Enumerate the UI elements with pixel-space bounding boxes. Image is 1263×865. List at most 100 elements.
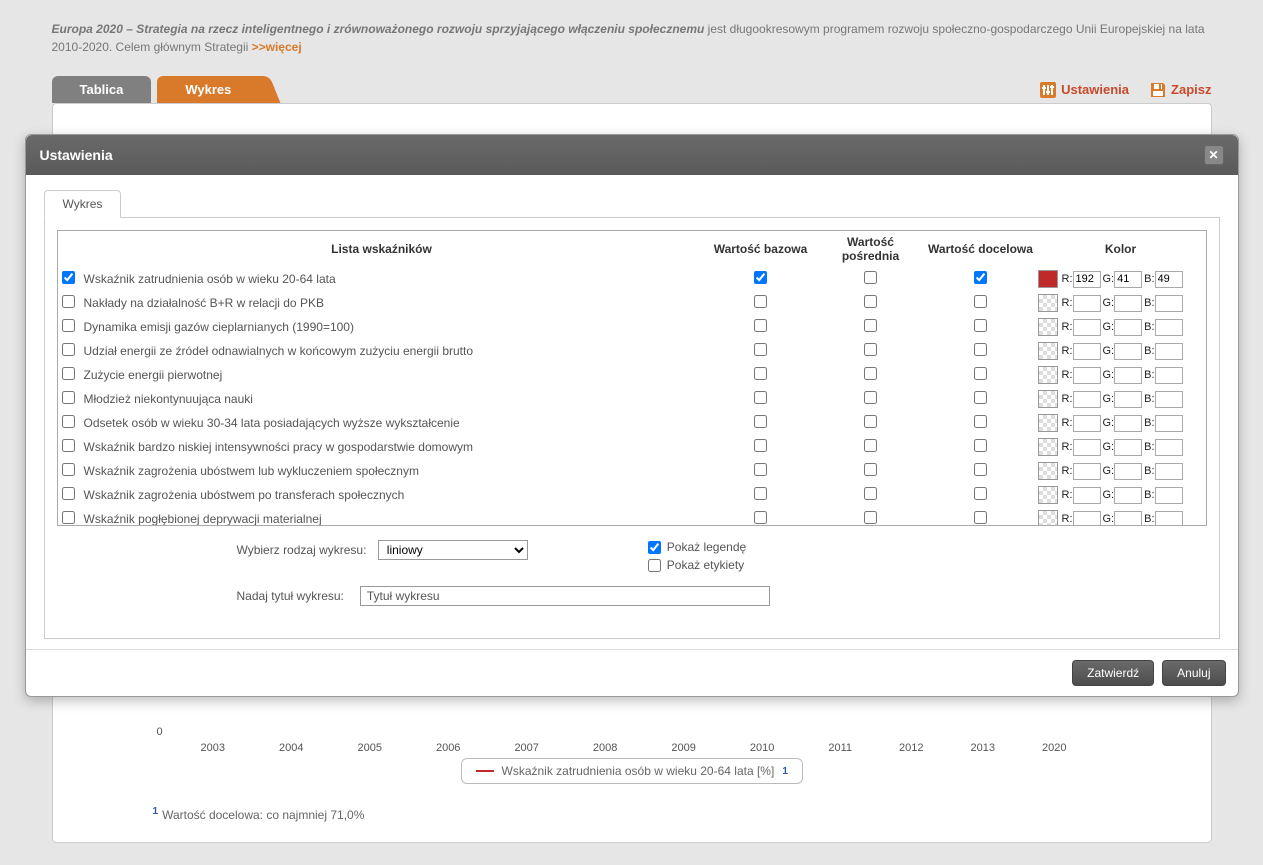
color-swatch[interactable] — [1038, 510, 1058, 526]
bazowa-checkbox[interactable] — [754, 487, 767, 500]
color-swatch[interactable] — [1038, 366, 1058, 384]
row-checkbox[interactable] — [62, 391, 75, 404]
docelowa-checkbox[interactable] — [974, 463, 987, 476]
docelowa-checkbox[interactable] — [974, 439, 987, 452]
g-input[interactable] — [1114, 367, 1142, 384]
row-checkbox[interactable] — [62, 367, 75, 380]
row-checkbox[interactable] — [62, 319, 75, 332]
tab-wykres[interactable]: Wykres — [157, 76, 265, 103]
color-swatch[interactable] — [1038, 294, 1058, 312]
color-swatch[interactable] — [1038, 342, 1058, 360]
docelowa-checkbox[interactable] — [974, 511, 987, 524]
g-input[interactable] — [1114, 487, 1142, 504]
settings-button[interactable]: Ustawienia — [1039, 81, 1129, 99]
row-checkbox[interactable] — [62, 463, 75, 476]
r-input[interactable] — [1073, 271, 1101, 288]
docelowa-checkbox[interactable] — [974, 415, 987, 428]
bazowa-checkbox[interactable] — [754, 391, 767, 404]
g-input[interactable] — [1114, 319, 1142, 336]
color-swatch[interactable] — [1038, 438, 1058, 456]
dialog-titlebar[interactable]: Ustawienia ✕ — [26, 135, 1238, 175]
g-input[interactable] — [1114, 415, 1142, 432]
color-swatch[interactable] — [1038, 390, 1058, 408]
bazowa-checkbox[interactable] — [754, 439, 767, 452]
color-swatch[interactable] — [1038, 270, 1058, 288]
r-input[interactable] — [1073, 319, 1101, 336]
row-checkbox[interactable] — [62, 487, 75, 500]
save-button[interactable]: Zapisz — [1149, 81, 1211, 99]
bazowa-checkbox[interactable] — [754, 511, 767, 524]
r-input[interactable] — [1073, 343, 1101, 360]
b-input[interactable] — [1155, 415, 1183, 432]
posrednia-checkbox[interactable] — [864, 439, 877, 452]
docelowa-checkbox[interactable] — [974, 391, 987, 404]
chart-title-input[interactable] — [360, 586, 770, 606]
docelowa-checkbox[interactable] — [974, 295, 987, 308]
bazowa-checkbox[interactable] — [754, 343, 767, 356]
row-checkbox[interactable] — [62, 271, 75, 284]
row-checkbox[interactable] — [62, 511, 75, 524]
row-checkbox[interactable] — [62, 439, 75, 452]
r-input[interactable] — [1073, 367, 1101, 384]
b-input[interactable] — [1155, 343, 1183, 360]
posrednia-checkbox[interactable] — [864, 343, 877, 356]
docelowa-checkbox[interactable] — [974, 367, 987, 380]
posrednia-checkbox[interactable] — [864, 295, 877, 308]
indicator-scroll[interactable]: Lista wskaźników Wartość bazowa Wartość … — [57, 230, 1207, 526]
b-input[interactable] — [1155, 511, 1183, 527]
r-input[interactable] — [1073, 415, 1101, 432]
docelowa-checkbox[interactable] — [974, 271, 987, 284]
b-input[interactable] — [1155, 487, 1183, 504]
tab-tablica[interactable]: Tablica — [52, 76, 152, 103]
show-labels-checkbox[interactable] — [648, 559, 661, 572]
color-swatch[interactable] — [1038, 462, 1058, 480]
g-input[interactable] — [1114, 343, 1142, 360]
g-input[interactable] — [1114, 295, 1142, 312]
posrednia-checkbox[interactable] — [864, 367, 877, 380]
bazowa-checkbox[interactable] — [754, 295, 767, 308]
more-link[interactable]: >>więcej — [252, 40, 302, 54]
b-input[interactable] — [1155, 439, 1183, 456]
confirm-button[interactable]: Zatwierdź — [1072, 660, 1154, 686]
posrednia-checkbox[interactable] — [864, 415, 877, 428]
g-input[interactable] — [1114, 439, 1142, 456]
color-swatch[interactable] — [1038, 318, 1058, 336]
b-input[interactable] — [1155, 367, 1183, 384]
r-input[interactable] — [1073, 295, 1101, 312]
color-swatch[interactable] — [1038, 486, 1058, 504]
r-input[interactable] — [1073, 511, 1101, 527]
docelowa-checkbox[interactable] — [974, 343, 987, 356]
r-input[interactable] — [1073, 391, 1101, 408]
inner-tab-wykres[interactable]: Wykres — [44, 190, 122, 218]
b-input[interactable] — [1155, 463, 1183, 480]
row-checkbox[interactable] — [62, 343, 75, 356]
color-swatch[interactable] — [1038, 414, 1058, 432]
r-input[interactable] — [1073, 487, 1101, 504]
g-input[interactable] — [1114, 391, 1142, 408]
posrednia-checkbox[interactable] — [864, 511, 877, 524]
r-input[interactable] — [1073, 439, 1101, 456]
posrednia-checkbox[interactable] — [864, 319, 877, 332]
g-input[interactable] — [1114, 271, 1142, 288]
posrednia-checkbox[interactable] — [864, 271, 877, 284]
b-input[interactable] — [1155, 319, 1183, 336]
bazowa-checkbox[interactable] — [754, 271, 767, 284]
chart-type-select[interactable]: liniowy — [378, 540, 528, 560]
posrednia-checkbox[interactable] — [864, 487, 877, 500]
b-input[interactable] — [1155, 391, 1183, 408]
row-checkbox[interactable] — [62, 415, 75, 428]
g-input[interactable] — [1114, 511, 1142, 527]
row-checkbox[interactable] — [62, 295, 75, 308]
g-input[interactable] — [1114, 463, 1142, 480]
bazowa-checkbox[interactable] — [754, 367, 767, 380]
docelowa-checkbox[interactable] — [974, 319, 987, 332]
bazowa-checkbox[interactable] — [754, 463, 767, 476]
posrednia-checkbox[interactable] — [864, 391, 877, 404]
b-input[interactable] — [1155, 271, 1183, 288]
docelowa-checkbox[interactable] — [974, 487, 987, 500]
bazowa-checkbox[interactable] — [754, 319, 767, 332]
close-icon[interactable]: ✕ — [1204, 145, 1224, 165]
b-input[interactable] — [1155, 295, 1183, 312]
bazowa-checkbox[interactable] — [754, 415, 767, 428]
chart-legend[interactable]: Wskaźnik zatrudnienia osób w wieku 20-64… — [461, 758, 803, 784]
